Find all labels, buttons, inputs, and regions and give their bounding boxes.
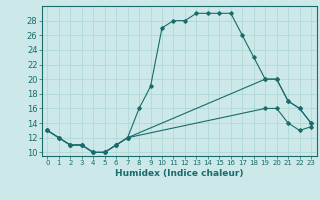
X-axis label: Humidex (Indice chaleur): Humidex (Indice chaleur) — [115, 169, 244, 178]
